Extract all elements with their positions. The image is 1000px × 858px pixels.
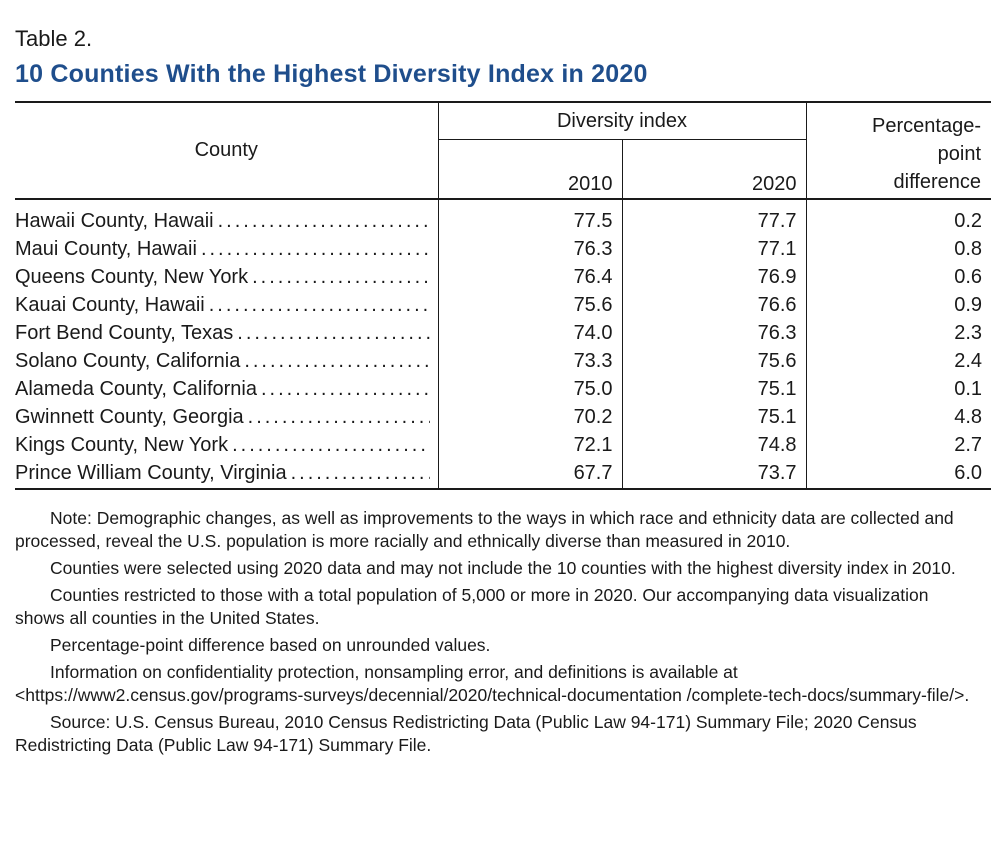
county-name: Kings County, New York (15, 431, 233, 459)
value-2010: 76.4 (437, 263, 622, 291)
dot-leader: ........................................… (252, 266, 429, 288)
table-row: Prince William County, Virginia.........… (15, 459, 992, 490)
header-county: County (15, 101, 438, 200)
value-difference: 0.2 (805, 199, 992, 235)
county-cell: Queens County, New York.................… (15, 263, 438, 291)
note-paragraph: Information on confidentiality protectio… (15, 662, 970, 705)
value-difference: 4.8 (805, 403, 992, 431)
county-name: Alameda County, California (15, 375, 261, 403)
table-row: Kings County, New York..................… (15, 431, 992, 459)
table-title: 10 Counties With the Highest Diversity I… (15, 60, 648, 88)
value-2020: 76.6 (621, 291, 807, 319)
value-difference: 2.7 (805, 431, 992, 459)
county-cell: Alameda County, California..............… (15, 375, 438, 403)
header-percentage-point-difference: Percentage- point difference (805, 101, 992, 200)
dot-leader: ........................................… (217, 210, 430, 232)
county-name: Gwinnett County, Georgia (15, 403, 248, 431)
value-2010: 67.7 (437, 459, 622, 490)
table-label: Table 2. (15, 26, 93, 51)
value-2020: 77.1 (621, 235, 807, 263)
header-diversity-index: Diversity index (437, 101, 807, 140)
dot-leader: ........................................… (200, 238, 430, 260)
table-row: Hawaii County, Hawaii...................… (15, 199, 992, 235)
value-2010: 74.0 (437, 319, 622, 347)
value-2020: 76.3 (621, 319, 807, 347)
value-difference: 2.4 (805, 347, 992, 375)
county-name: Maui County, Hawaii (15, 235, 201, 263)
header-pct-line3: difference (893, 171, 982, 193)
value-2010: 75.6 (437, 291, 622, 319)
county-cell: Maui County, Hawaii.....................… (15, 235, 438, 263)
table-row: Solano County, California...............… (15, 347, 992, 375)
value-2010: 72.1 (437, 431, 622, 459)
value-difference: 0.8 (805, 235, 992, 263)
value-2020: 75.6 (621, 347, 807, 375)
county-name: Kauai County, Hawaii (15, 291, 209, 319)
header-pct-line1: Percentage- (872, 115, 982, 137)
county-cell: Gwinnett County, Georgia................… (15, 403, 438, 431)
county-cell: Hawaii County, Hawaii...................… (15, 199, 438, 235)
value-2020: 73.7 (621, 459, 807, 490)
dot-leader: ........................................… (290, 462, 430, 484)
county-cell: Prince William County, Virginia.........… (15, 459, 438, 490)
county-name: Hawaii County, Hawaii (15, 207, 218, 235)
value-2010: 75.0 (437, 375, 622, 403)
table-row: Alameda County, California..............… (15, 375, 992, 403)
value-2010: 70.2 (437, 403, 622, 431)
dot-leader: ........................................… (260, 378, 430, 400)
table-row: Fort Bend County, Texas.................… (15, 319, 992, 347)
county-cell: Kings County, New York..................… (15, 431, 438, 459)
value-difference: 0.1 (805, 375, 992, 403)
header-2020: 2020 (621, 139, 807, 200)
value-difference: 2.3 (805, 319, 992, 347)
value-difference: 0.6 (805, 263, 992, 291)
dot-leader: ........................................… (208, 294, 430, 316)
value-difference: 6.0 (805, 459, 992, 490)
dot-leader: ........................................… (244, 350, 430, 372)
table-notes: Note: Demographic changes, as well as im… (15, 507, 975, 761)
table-row: Queens County, New York.................… (15, 263, 992, 291)
value-2010: 76.3 (437, 235, 622, 263)
county-name: Solano County, California (15, 347, 245, 375)
dot-leader: ........................................… (237, 322, 429, 344)
dot-leader: ........................................… (232, 434, 429, 456)
value-2020: 75.1 (621, 375, 807, 403)
dot-leader: ........................................… (247, 406, 430, 428)
note-paragraph: Counties were selected using 2020 data a… (50, 558, 956, 578)
note-paragraph: Note: Demographic changes, as well as im… (15, 508, 954, 551)
note-paragraph: Counties restricted to those with a tota… (15, 585, 929, 628)
county-cell: Fort Bend County, Texas.................… (15, 319, 438, 347)
note-paragraph: Percentage-point difference based on unr… (50, 635, 491, 655)
county-name: Queens County, New York (15, 263, 253, 291)
header-pct-line2: point (937, 143, 982, 165)
value-2010: 73.3 (437, 347, 622, 375)
table-row: Gwinnett County, Georgia................… (15, 403, 992, 431)
table-row: Maui County, Hawaii.....................… (15, 235, 992, 263)
county-name: Prince William County, Virginia (15, 459, 291, 487)
header-2010: 2010 (437, 139, 622, 200)
value-2020: 77.7 (621, 199, 807, 235)
diversity-table: County Diversity index Percentage- point… (15, 101, 992, 490)
value-difference: 0.9 (805, 291, 992, 319)
value-2020: 75.1 (621, 403, 807, 431)
county-name: Fort Bend County, Texas (15, 319, 238, 347)
table-row: Kauai County, Hawaii....................… (15, 291, 992, 319)
value-2020: 76.9 (621, 263, 807, 291)
note-paragraph: Source: U.S. Census Bureau, 2010 Census … (15, 712, 917, 755)
value-2010: 77.5 (437, 199, 622, 235)
value-2020: 74.8 (621, 431, 807, 459)
county-cell: Solano County, California...............… (15, 347, 438, 375)
county-cell: Kauai County, Hawaii....................… (15, 291, 438, 319)
